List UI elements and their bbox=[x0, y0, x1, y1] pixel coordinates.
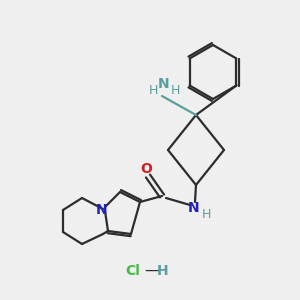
Text: Cl: Cl bbox=[126, 264, 140, 278]
Text: H: H bbox=[170, 85, 180, 98]
Text: N: N bbox=[158, 77, 170, 91]
Text: H: H bbox=[201, 208, 211, 221]
Text: N: N bbox=[188, 201, 200, 215]
Text: N: N bbox=[96, 203, 108, 217]
Text: O: O bbox=[140, 162, 152, 176]
Text: —: — bbox=[144, 262, 160, 278]
Text: H: H bbox=[157, 264, 169, 278]
Text: H: H bbox=[148, 85, 158, 98]
